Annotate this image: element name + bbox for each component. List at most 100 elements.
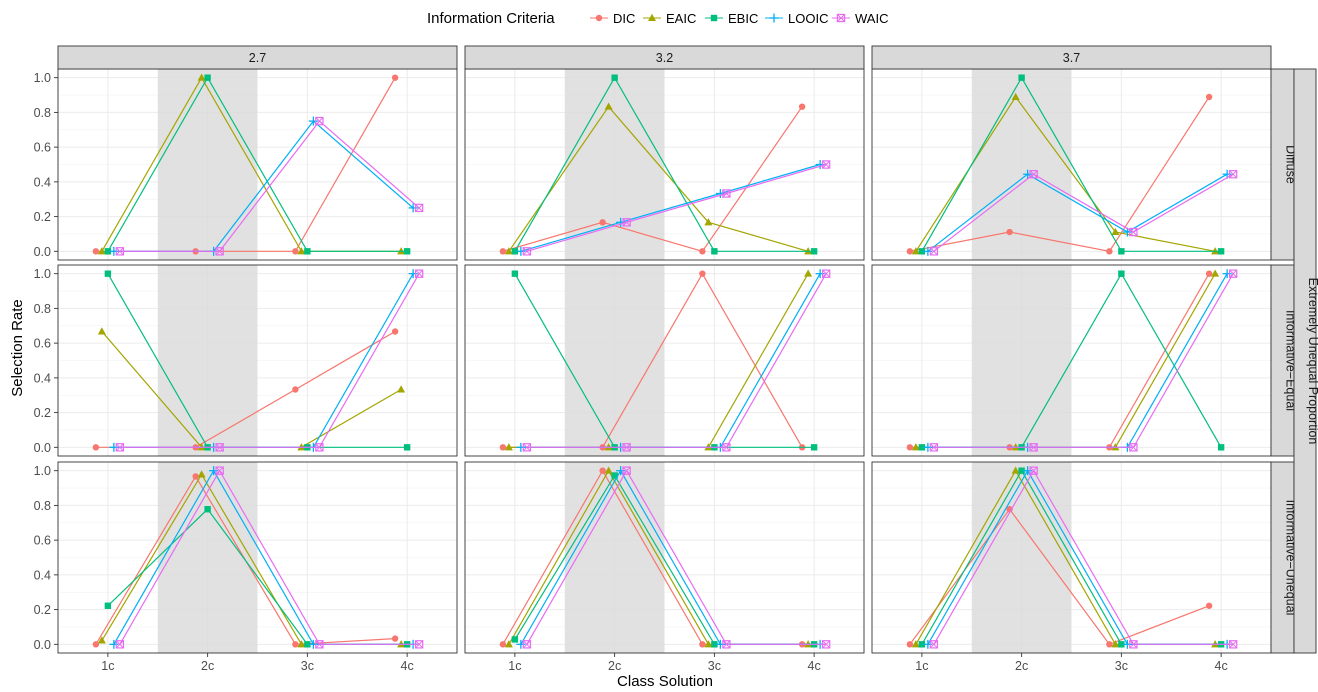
data-point-ebic — [611, 472, 618, 479]
data-point-dic — [798, 103, 806, 110]
facet-strips: 2.7 3.2 3.7DiffuseInformative−EqualInforma… — [57, 45, 1318, 654]
data-point-waic — [215, 466, 224, 475]
data-point-dic — [595, 14, 603, 22]
data-point-ebic — [918, 641, 926, 648]
y-tick-label: 0.6 — [34, 534, 51, 548]
data-point-ebic — [1118, 248, 1125, 255]
data-point-ebic — [403, 248, 411, 255]
y-tick-label: 0.0 — [34, 245, 51, 259]
data-point-eaic — [704, 640, 713, 648]
panel — [92, 73, 424, 256]
series-line-ebic — [514, 76, 815, 252]
data-point-eaic — [1111, 227, 1120, 236]
data-point-waic — [414, 640, 424, 649]
data-point-ebic — [711, 641, 718, 648]
data-point-dic — [1205, 93, 1213, 101]
highlight-band — [971, 462, 1072, 653]
data-point-ebic — [204, 74, 211, 81]
data-point-waic — [929, 247, 939, 256]
data-point-dic — [699, 248, 706, 255]
data-point-waic — [1029, 443, 1038, 452]
highlight-band — [564, 462, 665, 653]
panel-border — [464, 264, 865, 457]
series-line-dic — [502, 106, 803, 252]
data-point-looic — [769, 13, 779, 23]
series-line-looic — [927, 173, 1228, 252]
column-strip — [871, 45, 1272, 70]
data-point-dic — [1106, 641, 1113, 648]
data-point-waic — [115, 640, 125, 649]
panel — [92, 466, 424, 649]
data-point-waic — [821, 640, 831, 649]
legend-entry-dic: DIC — [590, 11, 635, 26]
y-tick-label: 0.2 — [34, 210, 51, 224]
y-tick-label: 0.6 — [34, 141, 51, 155]
data-point-dic — [1205, 602, 1213, 609]
y-tick-label: 0.4 — [34, 371, 51, 385]
legend-label: DIC — [613, 11, 635, 26]
data-point-eaic — [1011, 466, 1020, 474]
x-tick-label: 3c — [301, 659, 314, 673]
y-tick-label: 0.0 — [34, 638, 51, 652]
data-point-waic — [722, 443, 731, 452]
data-point-ebic — [304, 641, 311, 648]
data-point-ebic — [204, 506, 211, 513]
data-point-waic — [836, 13, 846, 23]
data-point-dic — [92, 641, 100, 648]
data-point-waic — [1129, 227, 1138, 237]
x-tick-label: 2c — [201, 659, 214, 673]
data-point-eaic — [704, 218, 713, 226]
data-point-waic — [1129, 443, 1138, 452]
data-point-eaic — [297, 640, 306, 648]
y-tick-label: 0.8 — [34, 106, 51, 120]
data-point-waic — [929, 443, 939, 452]
data-point-ebic — [104, 602, 112, 609]
legend: Information Criteria DIC EAIC EBIC LOOIC WAI… — [427, 10, 888, 27]
data-point-dic — [1106, 248, 1113, 255]
y-tick-label: 1.0 — [34, 267, 51, 281]
data-point-dic — [599, 467, 606, 474]
data-point-eaic — [397, 385, 406, 393]
series-line-waic — [526, 163, 827, 252]
y-tick-label: 0.8 — [34, 499, 51, 513]
y-tick-label: 0.8 — [34, 302, 51, 316]
x-tick-label: 4c — [808, 659, 821, 673]
highlight-band — [157, 265, 258, 456]
data-point-dic — [906, 641, 914, 648]
panel-border — [464, 461, 865, 654]
data-point-waic — [1029, 170, 1038, 179]
data-point-waic — [821, 269, 831, 278]
y-tick-label: 0.4 — [34, 568, 51, 582]
x-tick-label: 4c — [1215, 659, 1228, 673]
data-point-waic — [522, 443, 532, 452]
x-tick-label: 1c — [915, 659, 928, 673]
data-point-ebic — [1118, 641, 1125, 648]
data-point-dic — [1006, 228, 1013, 236]
data-point-ebic — [1018, 467, 1025, 474]
data-point-dic — [906, 248, 914, 255]
x-tick-label: 2c — [1015, 659, 1028, 673]
x-tick-label: 1c — [101, 659, 114, 673]
data-point-ebic — [810, 248, 818, 255]
data-point-waic — [1228, 170, 1238, 179]
panel — [499, 74, 831, 256]
data-point-dic — [92, 248, 100, 255]
data-point-eaic — [504, 247, 513, 255]
legend-entry-ebic: EBIC — [705, 11, 758, 26]
data-point-ebic — [1217, 248, 1225, 255]
panel — [906, 269, 1238, 452]
data-point-eaic — [1111, 640, 1120, 648]
data-point-eaic — [197, 470, 206, 478]
data-point-waic — [522, 247, 532, 256]
data-point-waic — [315, 116, 324, 126]
highlight-band — [971, 265, 1072, 456]
x-tick-label: 4c — [401, 659, 414, 673]
data-point-eaic — [1211, 269, 1220, 277]
column-strip-label: 2.7 — [249, 51, 266, 65]
data-point-ebic — [711, 248, 718, 255]
panel — [499, 269, 831, 452]
data-point-dic — [391, 74, 399, 81]
data-point-waic — [821, 160, 831, 169]
series-line-waic — [119, 469, 420, 645]
